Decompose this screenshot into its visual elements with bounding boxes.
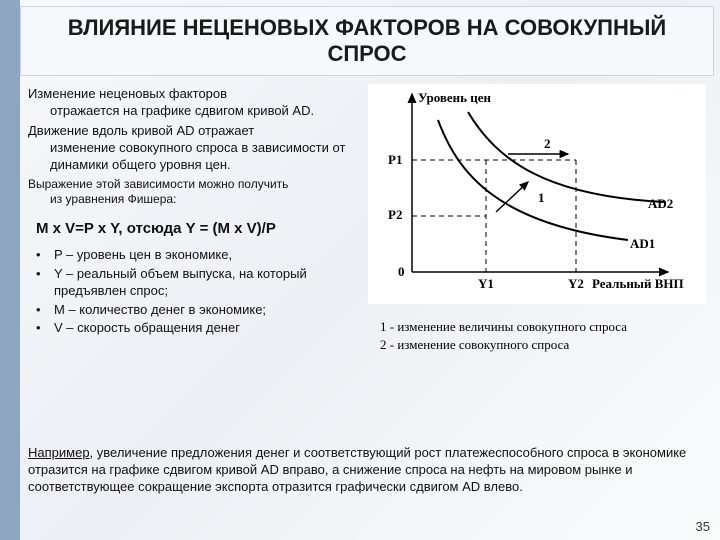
formula: M x V=P x Y, отсюда Y = (M x V)/P [36,220,358,237]
para-3-head: Выражение этой зависимости можно получит… [28,177,288,191]
svg-text:0: 0 [398,264,405,279]
svg-text:AD1: AD1 [630,236,655,251]
para-3-rest: из уравнения Фишера: [28,192,358,207]
left-column: Изменение неценовых факторов отражается … [28,86,358,339]
svg-text:Y1: Y1 [478,276,494,291]
para-3: Выражение этой зависимости можно получит… [28,177,358,208]
bullet-text: V – скорость обращения денег [54,320,358,337]
para-1: Изменение неценовых факторов отражается … [28,86,358,119]
left-sidebar-strip [0,0,20,540]
bullet-text: P – уровень цен в экономике, [54,247,358,264]
svg-text:Y2: Y2 [568,276,584,291]
bottom-rest: , увеличение предложения денег и соответ… [28,445,686,494]
para-2-rest: изменение совокупного спроса в зависимос… [28,140,358,173]
page-number: 35 [696,519,710,534]
svg-text:P2: P2 [388,207,402,222]
bullet-text: Y – реальный объем выпуска, на который п… [54,266,358,300]
chart: Уровень цен Реальный ВНП 0 AD1 AD2 P1 P2 Y1 Y2 1 2 [368,84,706,304]
para-2: Движение вдоль кривой AD отражает измене… [28,123,358,173]
bottom-lead: Например [28,445,90,460]
legend-2: 2 - изменение совокупного спроса [380,336,720,354]
svg-text:AD2: AD2 [648,196,673,211]
list-item: •V – скорость обращения денег [36,320,358,337]
list-item: •M – количество денег в экономике; [36,302,358,319]
bullet-dot: • [36,320,54,337]
bullet-text: M – количество денег в экономике; [54,302,358,319]
svg-text:2: 2 [544,136,551,151]
chart-svg: Уровень цен Реальный ВНП 0 AD1 AD2 P1 P2 Y1 Y2 1 2 [368,84,706,304]
svg-text:P1: P1 [388,152,402,167]
chart-legend: 1 - изменение величины совокупного спрос… [380,318,720,353]
legend-1: 1 - изменение величины совокупного спрос… [380,318,720,336]
svg-text:Уровень цен: Уровень цен [418,90,492,105]
para-2-head: Движение вдоль кривой AD отражает [28,123,254,138]
para-1-rest: отражается на графике сдвигом кривой AD. [28,103,358,120]
bottom-paragraph: Например, увеличение предложения денег и… [28,444,702,495]
bullet-dot: • [36,247,54,264]
title-bar: ВЛИЯНИЕ НЕЦЕНОВЫХ ФАКТОРОВ НА СОВОКУПНЫЙ… [20,6,714,76]
svg-text:1: 1 [538,190,545,205]
list-item: •P – уровень цен в экономике, [36,247,358,264]
bullet-dot: • [36,302,54,319]
slide-title: ВЛИЯНИЕ НЕЦЕНОВЫХ ФАКТОРОВ НА СОВОКУПНЫЙ… [21,15,713,68]
para-1-head: Изменение неценовых факторов [28,86,227,101]
content-area: Изменение неценовых факторов отражается … [28,86,710,534]
list-item: •Y – реальный объем выпуска, на который … [36,266,358,300]
svg-text:Реальный ВНП: Реальный ВНП [592,276,684,291]
bullet-list: •P – уровень цен в экономике,•Y – реальн… [36,247,358,337]
bullet-dot: • [36,266,54,300]
